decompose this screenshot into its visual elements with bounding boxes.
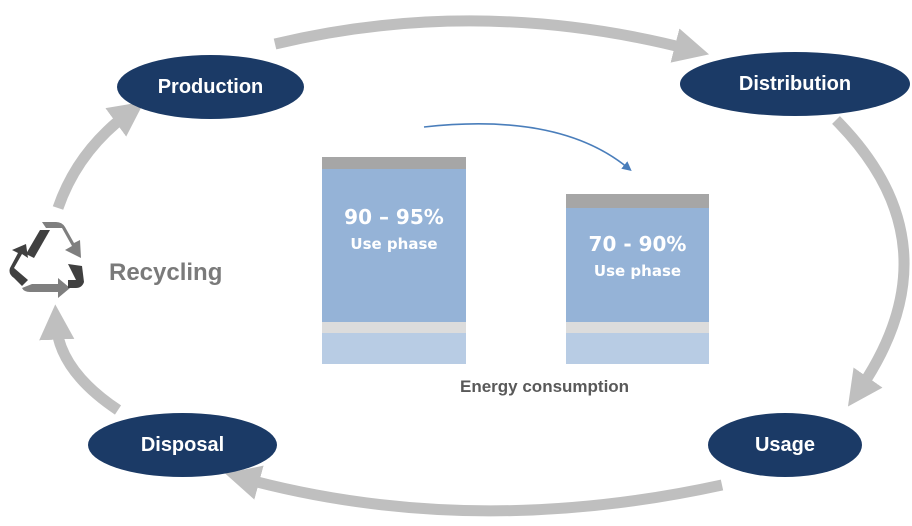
bar2-use-phase-segment — [566, 208, 709, 322]
bar2-phase: Use phase — [593, 262, 682, 280]
bar1-percent: 90 – 95% — [344, 205, 444, 229]
arrow-energy-reduction — [423, 123, 632, 172]
bar2-percent: 70 - 90% — [588, 232, 687, 256]
bar1-bottom-segment — [322, 333, 466, 364]
bar2-label: 70 - 90% Use phase — [566, 232, 709, 280]
bar1-label: 90 – 95% Use phase — [322, 205, 466, 253]
node-production-label: Production — [157, 75, 264, 98]
node-usage-label: Usage — [754, 433, 816, 456]
arrow-usage-to-disposal — [225, 465, 724, 517]
node-disposal-label: Disposal — [140, 433, 225, 456]
bar2-separator — [566, 322, 709, 333]
node-disposal: Disposal — [88, 413, 277, 477]
arrow-recycling-to-production — [52, 101, 145, 210]
bar2-top-segment — [566, 194, 709, 208]
bar1-use-phase-segment — [322, 169, 466, 322]
bar1-separator — [322, 322, 466, 333]
arrow-disposal-to-recycling — [39, 304, 122, 415]
arrow-production-to-distribution — [273, 15, 710, 63]
node-production: Production — [117, 55, 304, 119]
bar2-bottom-segment — [566, 333, 709, 364]
bar1-top-segment — [322, 157, 466, 169]
energy-consumption-label: Energy consumption — [460, 377, 630, 396]
node-distribution-label: Distribution — [738, 72, 852, 95]
node-usage: Usage — [708, 413, 862, 477]
bar1-phase: Use phase — [350, 235, 438, 253]
recycling-label: Recycling — [109, 259, 223, 286]
recycle-icon — [9, 222, 84, 298]
node-distribution: Distribution — [680, 52, 910, 116]
arrow-distribution-to-usage — [832, 116, 910, 407]
